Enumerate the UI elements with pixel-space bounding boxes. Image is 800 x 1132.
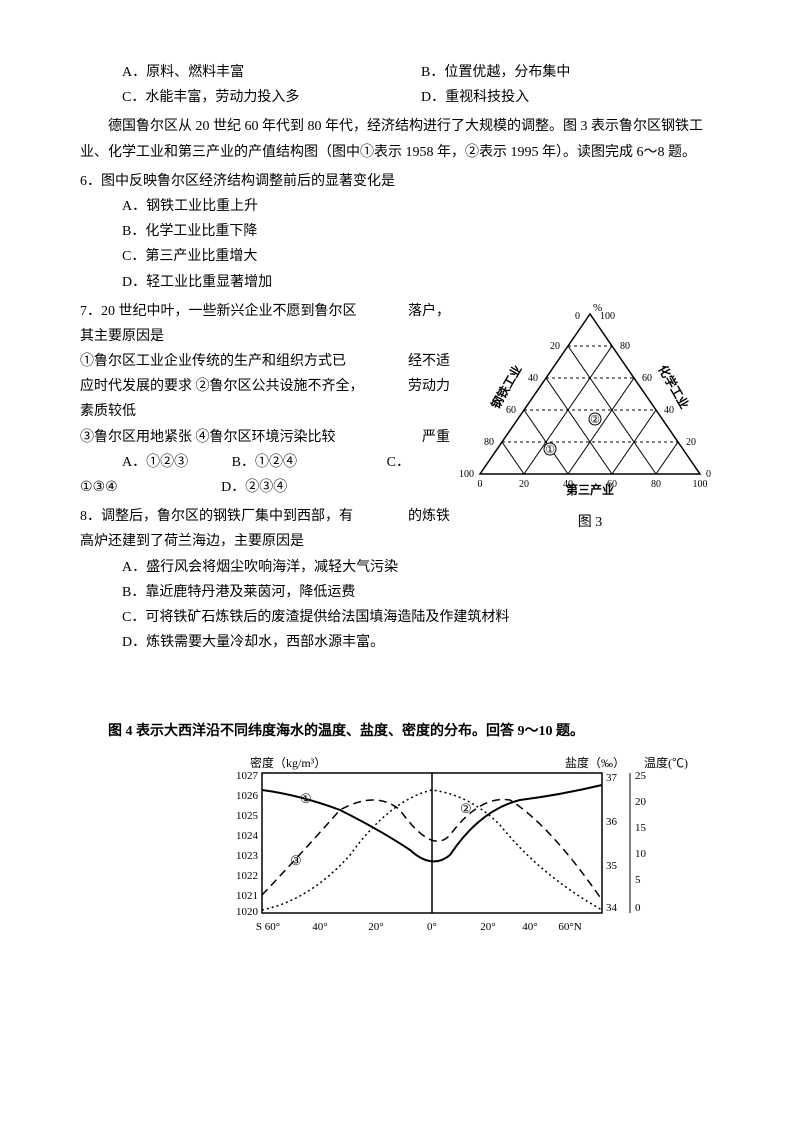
- svg-text:密度（kg/m³）: 密度（kg/m³）: [250, 755, 326, 770]
- svg-text:1025: 1025: [236, 810, 259, 822]
- svg-text:60°N: 60°N: [558, 921, 581, 933]
- q7-s1r: 经不适: [408, 349, 450, 374]
- svg-text:10: 10: [635, 848, 647, 860]
- q7-s2r: 劳动力: [408, 374, 450, 399]
- svg-text:①: ①: [545, 444, 555, 456]
- svg-text:40: 40: [664, 405, 674, 416]
- q7-option-d: D．②③④: [221, 480, 287, 495]
- svg-text:20: 20: [635, 796, 647, 808]
- svg-text:1021: 1021: [236, 890, 258, 902]
- q7-stem-l1: 7．20 世纪中叶，一些新兴企业不愿到鲁尔区: [80, 304, 357, 319]
- svg-text:36: 36: [606, 816, 618, 828]
- q7-option-a: A．①②③: [122, 455, 188, 470]
- svg-text:0: 0: [478, 479, 483, 490]
- svg-text:60: 60: [506, 405, 516, 416]
- q8-option-d: D．炼铁需要大量冷却水，西部水源丰富。: [80, 630, 720, 655]
- q7-s4l: ③鲁尔区用地紧张 ④鲁尔区环境污染比较: [80, 430, 336, 445]
- q6-option-d: D．轻工业比重显著增加: [80, 270, 720, 295]
- svg-text:1023: 1023: [236, 850, 259, 862]
- q7-s4r: 严重: [422, 425, 450, 450]
- q6-option-b: B．化学工业比重下降: [80, 219, 720, 244]
- svg-text:1027: 1027: [236, 770, 259, 782]
- svg-text:80: 80: [651, 479, 661, 490]
- figure-4: 密度（kg/m³） 盐度（‰） 温度(℃) 1027 1026 1025 102…: [80, 755, 720, 954]
- svg-text:60: 60: [642, 373, 652, 384]
- svg-text:①: ①: [300, 791, 312, 806]
- svg-text:40: 40: [563, 479, 573, 490]
- q7-s1l: ①鲁尔区工业企业传统的生产和组织方式已: [80, 354, 346, 369]
- svg-text:20°: 20°: [368, 921, 383, 933]
- svg-text:37: 37: [606, 772, 618, 784]
- svg-text:80: 80: [484, 437, 494, 448]
- svg-text:0: 0: [575, 311, 580, 322]
- q5-option-c: C．水能丰富，劳动力投入多: [122, 85, 421, 110]
- q5-option-d: D．重视科技投入: [421, 85, 720, 110]
- svg-text:1024: 1024: [236, 830, 259, 842]
- svg-text:34: 34: [606, 902, 618, 914]
- svg-text:15: 15: [635, 822, 647, 834]
- fig4-intro: 图 4 表示大西洋沿不同纬度海水的温度、盐度、密度的分布。回答 9～10 题。: [80, 719, 720, 744]
- svg-text:1022: 1022: [236, 870, 258, 882]
- q7-option-b: B．①②④: [232, 455, 297, 470]
- q6-option-c: C．第三产业比重增大: [80, 244, 720, 269]
- svg-text:化学工业: 化学工业: [655, 362, 692, 411]
- q8-option-b: B．靠近鹿特丹港及莱茵河，降低运费: [80, 580, 720, 605]
- svg-text:100: 100: [460, 469, 474, 480]
- q8-stem-l1l: 8．调整后，鲁尔区的钢铁厂集中到西部，有: [80, 509, 353, 524]
- q5-option-b: B．位置优越，分布集中: [421, 60, 720, 85]
- q8-stem-l1r: 的炼铁: [408, 504, 450, 529]
- svg-text:0°: 0°: [427, 921, 437, 933]
- q7-opt-c-cont: ①③④: [80, 480, 118, 495]
- q7-stem-l1r: 落户，: [408, 299, 450, 324]
- svg-text:盐度（‰）: 盐度（‰）: [565, 755, 625, 770]
- q7-option-c: C．: [387, 450, 410, 475]
- q8-option-c: C．可将铁矿石炼铁后的废渣提供给法国填海造陆及作建筑材料: [80, 605, 720, 630]
- svg-text:0: 0: [706, 469, 711, 480]
- q5-option-a: A．原料、燃料丰富: [122, 60, 421, 85]
- svg-text:100: 100: [693, 479, 708, 490]
- svg-text:钢铁工业: 钢铁工业: [488, 362, 525, 411]
- q7-s2l: 应时代发展的要求 ②鲁尔区公共设施不齐全，: [80, 379, 364, 394]
- svg-text:0: 0: [635, 902, 641, 914]
- svg-text:60: 60: [607, 479, 617, 490]
- figure-3-caption: 图 3: [460, 510, 720, 535]
- svg-text:②: ②: [590, 414, 600, 426]
- svg-text:5: 5: [635, 874, 641, 886]
- svg-text:20°: 20°: [480, 921, 495, 933]
- svg-text:80: 80: [620, 341, 630, 352]
- svg-text:S 60°: S 60°: [256, 921, 280, 933]
- svg-text:25: 25: [635, 770, 647, 782]
- svg-text:40°: 40°: [522, 921, 537, 933]
- svg-text:100: 100: [600, 311, 615, 322]
- svg-text:1026: 1026: [236, 790, 259, 802]
- svg-text:40: 40: [528, 373, 538, 384]
- svg-text:20: 20: [550, 341, 560, 352]
- svg-text:1020: 1020: [236, 906, 259, 918]
- svg-text:20: 20: [686, 437, 696, 448]
- svg-text:③: ③: [290, 853, 302, 868]
- svg-text:②: ②: [460, 801, 472, 816]
- q6-option-a: A．钢铁工业比重上升: [80, 194, 720, 219]
- q8-option-a: A．盛行风会将烟尘吹响海洋，减轻大气污染: [80, 555, 720, 580]
- intro-paragraph: 德国鲁尔区从 20 世纪 60 年代到 80 年代，经济结构进行了大规模的调整。…: [80, 114, 720, 164]
- figure-3: ① ② % 钢铁工业 化学工业 第三产业 0 20 40 60 80 100 0…: [460, 299, 720, 535]
- svg-text:40°: 40°: [312, 921, 327, 933]
- svg-text:温度(℃): 温度(℃): [644, 755, 688, 770]
- q6-stem: 6．图中反映鲁尔区经济结构调整前后的显著变化是: [80, 169, 720, 194]
- svg-text:35: 35: [606, 860, 618, 872]
- svg-text:20: 20: [519, 479, 529, 490]
